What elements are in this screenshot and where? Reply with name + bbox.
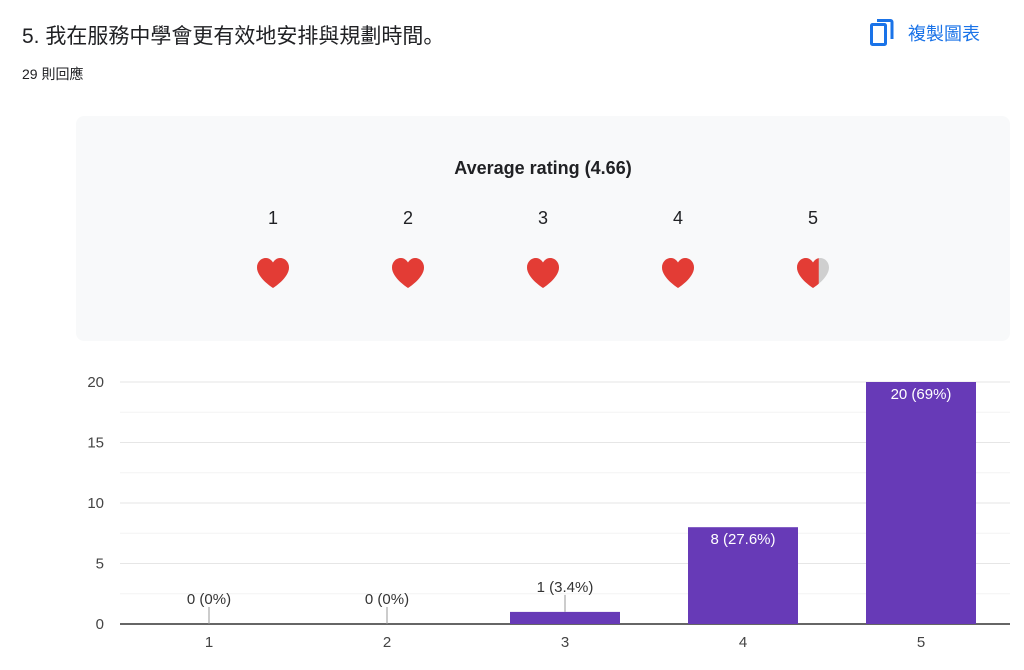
bar-chart: 0 5 10 15 20 1 0 (0%) 2 0 (0%) 3 1 (3.4%) 4 8 (27.6%… [87,374,1010,651]
x-tick-label: 5 [917,634,925,651]
data-label: 0 (0%) [365,591,409,608]
y-tick-label: 0 [96,616,104,633]
y-tick-label: 15 [87,435,104,452]
x-tick-label: 3 [561,634,569,651]
x-tick-label: 2 [383,634,391,651]
x-tick-label: 4 [739,634,747,651]
copy-chart-label: 複製圖表 [908,24,980,44]
data-label: 1 (3.4%) [537,579,594,596]
copy-chart-button[interactable]: 複製圖表 [870,16,980,50]
average-rating-card: Average rating (4.66) 1 2 3 4 5 [76,116,1010,341]
heart-icon [795,256,831,295]
data-label: 8 (27.6%) [710,531,775,548]
rating-level-3: 3 [513,208,573,295]
average-rating-title: Average rating (4.66) [454,158,632,178]
rating-level-label: 4 [672,208,683,228]
rating-level-5: 5 [783,208,843,295]
rating-level-2: 2 [378,208,438,295]
response-count: 29 則回應 [22,66,84,82]
heart-icon [525,256,561,295]
y-tick-label: 20 [87,374,104,391]
bar [688,527,798,624]
rating-level-4: 4 [648,208,708,295]
y-tick-label: 5 [96,556,104,573]
rating-level-label: 3 [537,208,548,228]
heart-icon [390,256,426,295]
rating-level-1: 1 [243,208,303,295]
heart-icon [255,256,291,295]
question-title: 5. 我在服務中學會更有效地安排與規劃時間。 [22,25,445,48]
rating-level-label: 1 [267,208,278,228]
bar [866,382,976,624]
bar [510,611,620,624]
x-tick-label: 1 [205,634,213,651]
y-tick-label: 10 [87,495,104,512]
data-label: 20 (69%) [891,386,952,403]
rating-level-label: 5 [807,208,818,228]
heart-icon [660,256,696,295]
copy-icon [870,19,894,46]
data-label: 0 (0%) [187,591,231,608]
rating-level-label: 2 [402,208,413,228]
